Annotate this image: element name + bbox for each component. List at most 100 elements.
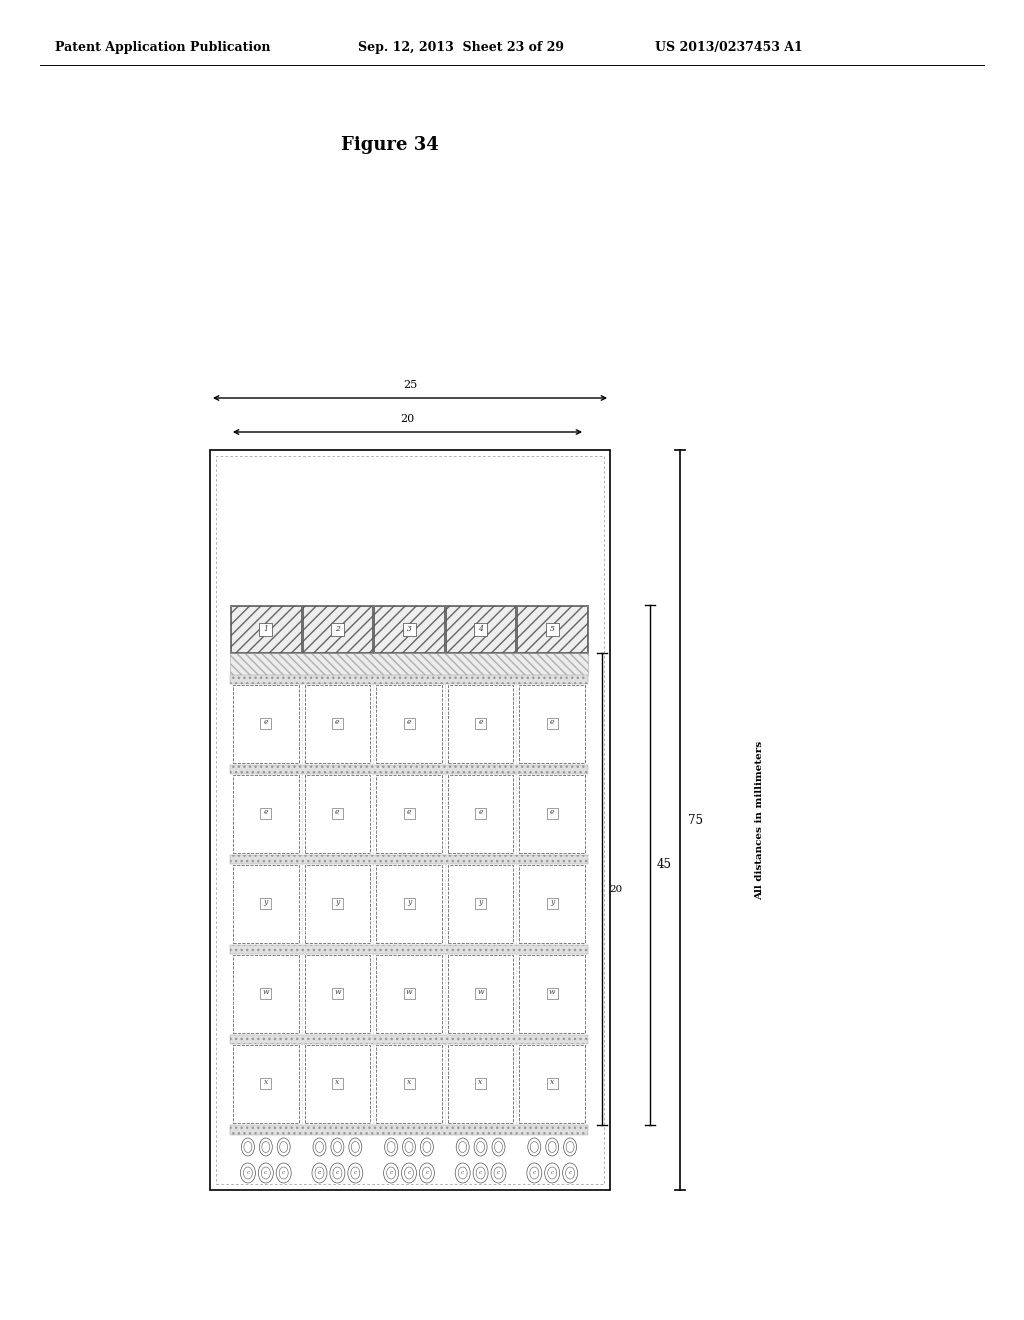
Bar bbox=[259, 623, 272, 635]
Bar bbox=[233, 775, 299, 853]
Bar bbox=[447, 865, 513, 942]
Bar bbox=[475, 718, 486, 729]
Ellipse shape bbox=[333, 1167, 342, 1179]
Bar bbox=[373, 605, 444, 653]
Text: c: c bbox=[264, 1171, 267, 1176]
Bar bbox=[447, 685, 513, 763]
Bar bbox=[233, 1045, 299, 1123]
Text: e: e bbox=[335, 718, 340, 726]
Text: w: w bbox=[334, 989, 341, 997]
Bar bbox=[302, 605, 373, 653]
Bar bbox=[332, 1078, 343, 1089]
Ellipse shape bbox=[527, 1138, 541, 1156]
Bar bbox=[304, 954, 371, 1034]
Ellipse shape bbox=[457, 1138, 469, 1156]
Bar bbox=[230, 1125, 588, 1135]
Text: 4: 4 bbox=[478, 624, 483, 634]
Bar bbox=[376, 775, 441, 853]
Text: c: c bbox=[247, 1171, 250, 1176]
Ellipse shape bbox=[334, 1142, 341, 1152]
Text: y: y bbox=[335, 899, 340, 907]
Ellipse shape bbox=[312, 1163, 327, 1183]
Text: c: c bbox=[425, 1171, 428, 1176]
Bar bbox=[231, 606, 301, 652]
Bar bbox=[546, 623, 559, 635]
Ellipse shape bbox=[563, 1138, 577, 1156]
Text: w: w bbox=[549, 989, 555, 997]
Text: e: e bbox=[263, 718, 268, 726]
Text: e: e bbox=[407, 718, 412, 726]
Ellipse shape bbox=[473, 1163, 488, 1183]
Text: Patent Application Publication: Patent Application Publication bbox=[55, 41, 270, 54]
Bar bbox=[447, 775, 513, 853]
Bar bbox=[519, 865, 585, 942]
Bar bbox=[210, 450, 610, 1191]
Bar bbox=[230, 653, 588, 675]
Ellipse shape bbox=[276, 1163, 291, 1183]
Ellipse shape bbox=[548, 1142, 556, 1152]
Text: w: w bbox=[262, 989, 269, 997]
Text: 2: 2 bbox=[335, 624, 340, 634]
Ellipse shape bbox=[545, 1163, 560, 1183]
Text: US 2013/0237453 A1: US 2013/0237453 A1 bbox=[655, 41, 803, 54]
Bar bbox=[403, 718, 415, 729]
Bar bbox=[260, 718, 271, 729]
Text: y: y bbox=[263, 899, 268, 907]
Ellipse shape bbox=[351, 1142, 359, 1152]
Ellipse shape bbox=[242, 1138, 254, 1156]
Bar bbox=[376, 954, 441, 1034]
Text: 45: 45 bbox=[657, 858, 672, 871]
Bar bbox=[230, 1035, 588, 1044]
Bar bbox=[547, 808, 558, 818]
Ellipse shape bbox=[313, 1138, 326, 1156]
Ellipse shape bbox=[261, 1167, 270, 1179]
Text: 3: 3 bbox=[407, 624, 412, 634]
Ellipse shape bbox=[423, 1142, 431, 1152]
Bar bbox=[547, 987, 558, 999]
Bar bbox=[402, 623, 416, 635]
Bar bbox=[447, 954, 513, 1034]
Ellipse shape bbox=[422, 1167, 431, 1179]
Ellipse shape bbox=[474, 1138, 487, 1156]
Bar bbox=[403, 808, 415, 818]
Bar bbox=[332, 808, 343, 818]
Ellipse shape bbox=[331, 1138, 344, 1156]
Bar bbox=[403, 987, 415, 999]
Text: c: c bbox=[568, 1171, 571, 1176]
Ellipse shape bbox=[565, 1167, 574, 1179]
Text: c: c bbox=[479, 1171, 482, 1176]
Text: x: x bbox=[478, 1078, 482, 1086]
Ellipse shape bbox=[495, 1142, 503, 1152]
Bar bbox=[303, 606, 372, 652]
Ellipse shape bbox=[492, 1138, 505, 1156]
Text: e: e bbox=[263, 808, 268, 817]
Text: 25: 25 bbox=[402, 380, 417, 389]
Text: e: e bbox=[478, 808, 483, 817]
Text: c: c bbox=[317, 1171, 322, 1176]
Text: c: c bbox=[389, 1171, 392, 1176]
Text: y: y bbox=[478, 899, 482, 907]
Text: c: c bbox=[353, 1171, 356, 1176]
Text: e: e bbox=[478, 718, 483, 726]
Ellipse shape bbox=[494, 1167, 503, 1179]
Bar bbox=[332, 898, 343, 909]
Bar bbox=[376, 865, 441, 942]
Bar bbox=[230, 945, 588, 954]
Ellipse shape bbox=[259, 1138, 272, 1156]
Ellipse shape bbox=[349, 1138, 361, 1156]
Ellipse shape bbox=[529, 1167, 539, 1179]
Ellipse shape bbox=[459, 1142, 467, 1152]
Text: Figure 34: Figure 34 bbox=[341, 136, 439, 154]
Ellipse shape bbox=[406, 1142, 413, 1152]
Bar bbox=[475, 898, 486, 909]
Ellipse shape bbox=[401, 1163, 417, 1183]
Ellipse shape bbox=[278, 1138, 290, 1156]
Ellipse shape bbox=[385, 1138, 397, 1156]
Ellipse shape bbox=[384, 1163, 398, 1183]
Bar bbox=[216, 455, 604, 1184]
Ellipse shape bbox=[280, 1167, 288, 1179]
Bar bbox=[403, 898, 415, 909]
Bar bbox=[260, 898, 271, 909]
Bar bbox=[475, 1078, 486, 1089]
Bar bbox=[260, 808, 271, 818]
